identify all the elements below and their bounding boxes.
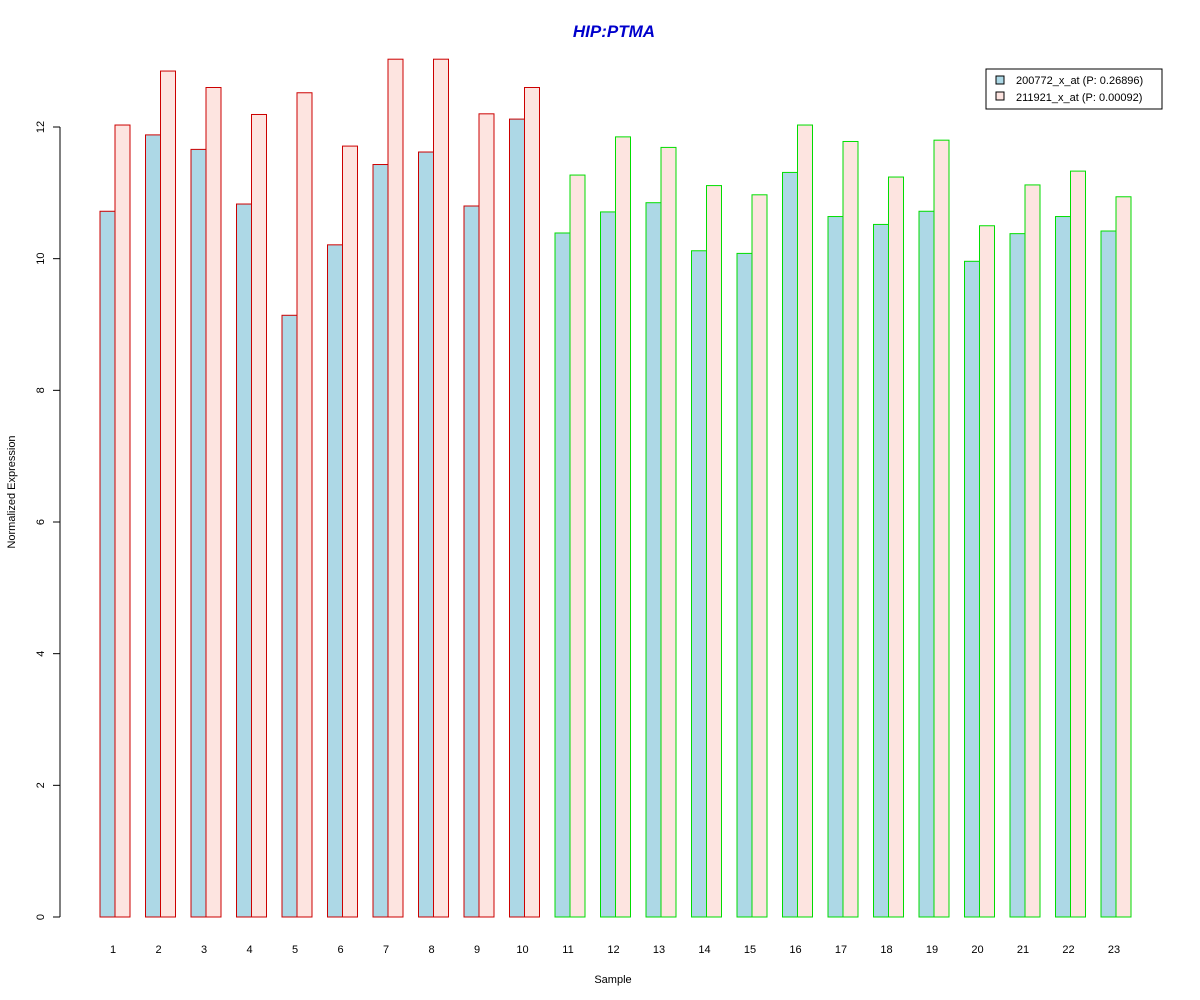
x-tick-label-17: 17 <box>835 944 847 956</box>
x-tick-label-7: 7 <box>383 944 389 956</box>
bar-sample-1-series-2 <box>114 124 131 918</box>
x-tick-label-11: 11 <box>562 944 573 956</box>
x-tick-label-16: 16 <box>789 944 801 956</box>
x-tick-label-13: 13 <box>653 944 665 956</box>
chart-title: HIP:PTMA <box>573 22 655 41</box>
y-axis-label: Normalized Expression <box>6 435 18 548</box>
x-tick-label-12: 12 <box>607 944 619 956</box>
bar-sample-6-series-1 <box>327 244 343 918</box>
legend-box <box>985 68 1163 110</box>
x-tick-label-21: 21 <box>1017 944 1029 956</box>
bar-sample-1-series-1 <box>99 210 116 918</box>
bar-sample-2-series-1 <box>145 134 161 918</box>
bar-sample-5-series-2 <box>296 92 313 918</box>
bar-sample-21-series-1 <box>1009 233 1026 918</box>
bar-sample-14-series-1 <box>691 250 707 918</box>
y-tick-label-10: 10 <box>35 253 47 265</box>
bar-sample-17-series-2 <box>842 140 859 918</box>
bar-sample-19-series-2 <box>933 139 950 918</box>
bar-sample-15-series-2 <box>751 194 768 918</box>
bar-sample-3-series-1 <box>190 148 207 918</box>
x-tick-label-20: 20 <box>971 944 983 956</box>
bar-sample-17-series-1 <box>827 216 844 918</box>
y-tick-label-2: 2 <box>35 782 47 788</box>
bar-sample-8-series-1 <box>418 151 434 918</box>
x-tick-label-15: 15 <box>744 944 756 956</box>
x-tick-label-23: 23 <box>1108 944 1120 956</box>
bar-sample-10-series-1 <box>509 118 525 918</box>
bar-sample-22-series-2 <box>1070 170 1086 918</box>
x-tick-label-2: 2 <box>155 944 161 956</box>
bar-sample-15-series-1 <box>736 252 753 918</box>
bars <box>99 58 1132 918</box>
x-tick-label-14: 14 <box>698 944 710 956</box>
x-tick-label-6: 6 <box>337 944 343 956</box>
bar-sample-12-series-1 <box>600 211 616 918</box>
y-axis: 0 2 4 6 8 10 12 <box>35 121 61 920</box>
bar-sample-7-series-2 <box>387 58 404 918</box>
bar-sample-6-series-2 <box>342 145 358 918</box>
x-tick-label-19: 19 <box>926 944 938 956</box>
bar-sample-23-series-2 <box>1115 196 1132 918</box>
legend: 200772_x_at (P: 0.26896) 211921_x_at (P:… <box>985 68 1163 110</box>
bar-sample-18-series-2 <box>888 176 904 918</box>
bar-sample-4-series-2 <box>251 113 267 918</box>
x-tick-label-9: 9 <box>474 944 480 956</box>
y-tick-label-6: 6 <box>35 519 47 525</box>
bar-sample-19-series-1 <box>918 210 935 918</box>
bar-sample-8-series-2 <box>433 58 449 918</box>
bar-sample-14-series-2 <box>706 185 722 918</box>
x-axis-label: Sample <box>594 974 631 986</box>
legend-swatch-series-2 <box>995 91 1005 101</box>
bar-sample-11-series-1 <box>554 232 571 918</box>
y-tick-label-8: 8 <box>35 387 47 393</box>
legend-swatch-series-1 <box>995 75 1005 85</box>
y-tick-label-12: 12 <box>35 121 47 133</box>
bar-sample-22-series-1 <box>1055 216 1071 918</box>
x-tick-label-3: 3 <box>201 944 207 956</box>
bar-sample-16-series-2 <box>797 124 813 918</box>
y-tick-label-4: 4 <box>35 651 47 657</box>
bar-sample-2-series-2 <box>160 70 176 918</box>
bar-sample-10-series-2 <box>524 87 540 918</box>
bar-sample-21-series-2 <box>1024 184 1041 918</box>
bar-sample-7-series-1 <box>372 164 389 918</box>
legend-label-series-1: 200772_x_at (P: 0.26896) <box>1016 75 1143 87</box>
bar-sample-18-series-1 <box>873 223 889 918</box>
bar-sample-4-series-1 <box>236 203 252 918</box>
bar-sample-23-series-1 <box>1100 230 1117 918</box>
bar-sample-11-series-2 <box>569 174 586 918</box>
bar-sample-3-series-2 <box>205 87 222 918</box>
x-tick-label-22: 22 <box>1062 944 1074 956</box>
bar-sample-20-series-2 <box>979 225 995 918</box>
x-tick-label-5: 5 <box>292 944 298 956</box>
bar-sample-13-series-1 <box>645 202 662 918</box>
bar-sample-12-series-2 <box>615 136 631 918</box>
x-tick-label-8: 8 <box>428 944 434 956</box>
x-tick-label-1: 1 <box>110 944 116 956</box>
bar-sample-13-series-2 <box>660 146 677 918</box>
legend-label-series-2: 211921_x_at (P: 0.00092) <box>1016 92 1142 104</box>
y-tick-label-0: 0 <box>35 914 47 920</box>
x-axis-tick-labels: 1 2 3 4 5 6 7 8 9 10 11 12 13 14 15 16 17 18 19 20 21 22 23 <box>110 944 1120 956</box>
x-tick-label-18: 18 <box>880 944 892 956</box>
x-tick-label-10: 10 <box>516 944 528 956</box>
bar-sample-9-series-2 <box>478 113 495 918</box>
bar-sample-9-series-1 <box>463 205 480 918</box>
bar-sample-5-series-1 <box>281 314 298 918</box>
bar-sample-20-series-1 <box>964 260 980 918</box>
x-tick-label-4: 4 <box>246 944 252 956</box>
bar-sample-16-series-1 <box>782 171 798 918</box>
